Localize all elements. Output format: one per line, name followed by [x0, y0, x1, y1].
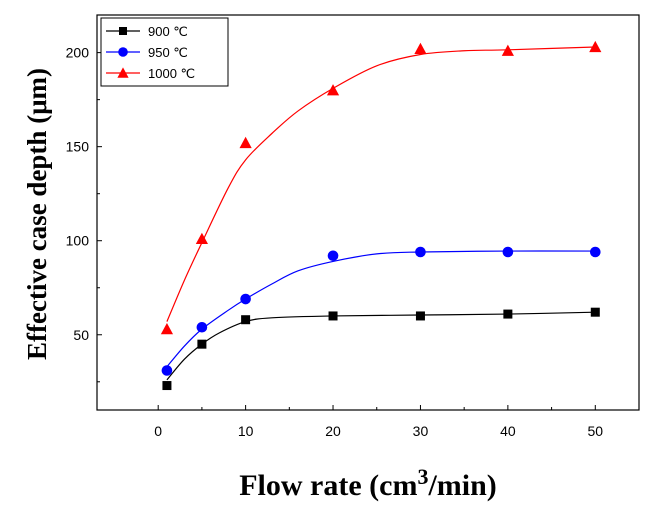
data-point-series-0-6 [590, 307, 600, 317]
fit-curves [166, 46, 596, 381]
legend-marker-1 [118, 47, 128, 57]
x-axis-title: Flow rate (cm3/min) [239, 464, 497, 502]
data-point-series-2-0 [160, 323, 174, 335]
plot-frame [96, 14, 640, 411]
legend-label-1: 950 ℃ [148, 45, 188, 60]
y-tick-label-1: 100 [66, 233, 90, 249]
data-markers [160, 40, 602, 391]
x-axis-title-superscript: 3 [417, 464, 428, 489]
data-point-series-2-2 [239, 136, 252, 149]
data-point-series-1-5 [502, 246, 514, 258]
data-point-series-1-0 [161, 365, 173, 376]
legend: 900 ℃ 950 ℃ 1000 ℃ [100, 17, 229, 87]
legend-items: 900 ℃ 950 ℃ 1000 ℃ [106, 24, 195, 81]
data-point-series-0-4 [415, 311, 425, 321]
data-point-series-1-1 [196, 321, 208, 333]
data-point-series-0-1 [197, 339, 207, 349]
x-tick-label-3: 30 [413, 423, 429, 439]
x-axis-title-main: Flow rate (cm [239, 469, 417, 502]
data-point-series-2-3 [326, 84, 340, 96]
data-point-series-1-4 [415, 246, 426, 258]
x-axis-title-suffix: /min) [427, 469, 496, 502]
fit-curve-series-1 [166, 250, 596, 368]
data-point-series-2-1 [195, 232, 209, 245]
fit-curve-series-0 [166, 311, 596, 381]
data-point-series-2-5 [501, 44, 514, 56]
data-point-series-1-2 [240, 293, 251, 305]
y-tick-label-0: 50 [73, 327, 89, 343]
legend-label-0: 900 ℃ [148, 24, 188, 39]
x-tick-label-5: 50 [588, 423, 604, 439]
data-point-series-1-3 [327, 250, 339, 262]
fit-curve-series-2 [166, 46, 596, 322]
data-point-series-2-6 [589, 40, 602, 53]
x-tick-label-2: 20 [325, 423, 341, 439]
data-point-series-0-5 [503, 309, 513, 319]
data-point-series-0-3 [328, 311, 338, 321]
y-axis-title: Effective case depth (μm) [22, 68, 52, 360]
y-tick-label-2: 150 [66, 139, 90, 155]
data-point-series-2-4 [414, 42, 427, 55]
axis-ticks: 0 10 20 30 40 50 50 100 150 200 [66, 45, 640, 439]
legend-label-2: 1000 ℃ [148, 66, 195, 81]
x-tick-label-4: 40 [500, 423, 516, 439]
data-point-series-0-2 [241, 315, 251, 325]
x-tick-label-1: 10 [238, 423, 254, 439]
y-tick-label-3: 200 [66, 45, 90, 61]
data-point-series-1-6 [589, 246, 601, 258]
legend-marker-2 [117, 67, 129, 78]
x-tick-label-0: 0 [154, 423, 162, 439]
data-point-series-0-0 [162, 381, 172, 391]
legend-marker-0 [119, 27, 127, 35]
